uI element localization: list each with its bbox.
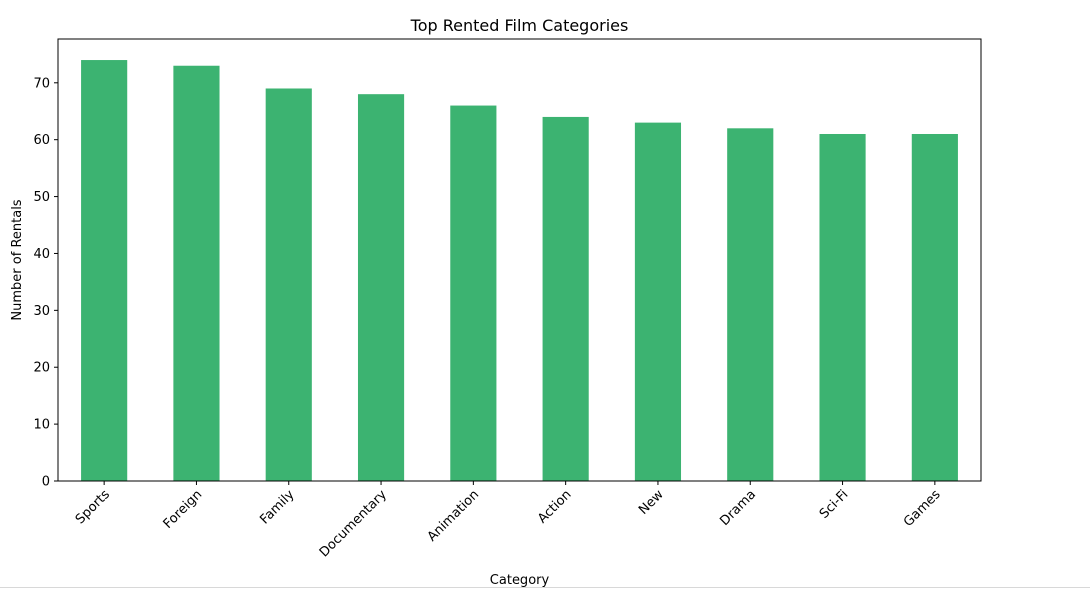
bar-sci-fi (819, 133, 866, 481)
x-tick-label: Animation (425, 487, 482, 544)
x-tick-label: Sports (73, 487, 113, 527)
bar-sports (81, 60, 128, 482)
plot-area: 0 10 20 30 40 50 60 70 Sports Foreign Family Docume… (33, 38, 982, 560)
x-tick-label: Sci-Fi (817, 487, 852, 522)
x-tick-label: Family (257, 487, 297, 527)
x-axis-label: Category (490, 573, 550, 587)
y-tick-label: 50 (33, 190, 50, 205)
bar-action (542, 116, 589, 481)
bar-new (634, 122, 682, 482)
x-tick-label: Games (901, 487, 944, 530)
y-tick-label: 10 (33, 418, 50, 433)
x-tick-label: New (636, 487, 667, 518)
x-tick-label: Drama (717, 487, 759, 529)
bar-animation (450, 105, 497, 482)
x-tick-label: Foreign (161, 487, 206, 532)
bar-documentary (357, 94, 405, 481)
y-tick-label: 60 (33, 133, 50, 148)
y-tick-label: 40 (33, 247, 50, 262)
chart-title: Top Rented Film Categories (410, 16, 629, 35)
plot-frame (57, 38, 982, 482)
x-tick-label: Documentary (317, 487, 390, 560)
bar-drama (727, 128, 774, 481)
bar-family (265, 88, 312, 481)
y-tick-label: 70 (33, 76, 50, 91)
y-axis-label: Number of Rentals (10, 199, 25, 320)
bar-games (911, 133, 958, 481)
bar-foreign (173, 65, 220, 481)
y-tick-label: 20 (33, 361, 50, 376)
window-bottom-border (0, 587, 1090, 588)
y-tick-label: 30 (33, 304, 50, 319)
y-tick-label: 0 (42, 475, 50, 490)
x-tick-label: Action (535, 487, 574, 526)
